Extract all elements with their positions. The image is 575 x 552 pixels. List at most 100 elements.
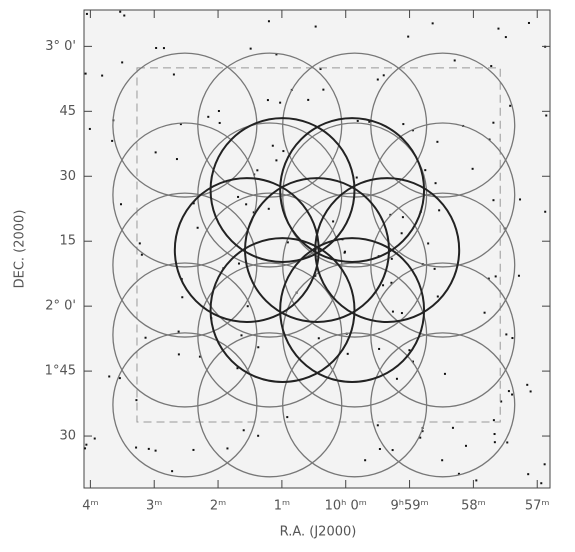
star bbox=[179, 123, 182, 126]
star bbox=[376, 78, 379, 81]
star bbox=[196, 226, 199, 229]
star bbox=[155, 46, 158, 49]
star bbox=[275, 159, 278, 162]
star bbox=[368, 120, 371, 123]
star bbox=[509, 104, 512, 107]
star bbox=[487, 277, 490, 280]
star bbox=[382, 284, 385, 287]
star bbox=[322, 88, 325, 91]
star bbox=[411, 129, 414, 132]
star bbox=[181, 296, 184, 299]
star bbox=[267, 20, 270, 23]
star bbox=[464, 444, 467, 447]
pointing bbox=[279, 117, 426, 263]
star bbox=[390, 281, 393, 284]
star bbox=[119, 203, 122, 206]
star bbox=[240, 334, 243, 337]
star bbox=[436, 140, 439, 143]
star bbox=[543, 463, 546, 466]
star bbox=[490, 65, 493, 68]
pointing bbox=[279, 237, 426, 384]
star bbox=[198, 355, 201, 358]
y-tick-label: 30 bbox=[59, 169, 76, 184]
star bbox=[286, 416, 289, 419]
star bbox=[519, 198, 522, 201]
star bbox=[483, 311, 486, 314]
star bbox=[505, 333, 508, 336]
star bbox=[135, 399, 138, 402]
star bbox=[207, 115, 210, 118]
star bbox=[407, 35, 410, 38]
star bbox=[419, 436, 422, 439]
star bbox=[408, 349, 411, 352]
star bbox=[438, 209, 441, 212]
star bbox=[319, 68, 322, 71]
x-tick-label: 1ᵐ bbox=[274, 499, 290, 514]
pointing bbox=[209, 237, 356, 384]
star bbox=[545, 114, 548, 117]
star bbox=[506, 441, 509, 444]
star bbox=[314, 25, 317, 28]
star bbox=[111, 139, 114, 142]
star bbox=[282, 150, 285, 153]
star bbox=[85, 443, 88, 446]
x-axis-label: R.A. (J2000) bbox=[280, 525, 357, 540]
star bbox=[252, 211, 255, 214]
star bbox=[286, 241, 289, 244]
star bbox=[436, 295, 439, 298]
star bbox=[493, 441, 496, 444]
star bbox=[154, 449, 157, 452]
star bbox=[101, 74, 104, 77]
star bbox=[135, 446, 138, 449]
star bbox=[121, 61, 124, 64]
pointing bbox=[173, 177, 320, 323]
star bbox=[355, 176, 358, 179]
star bbox=[192, 202, 195, 205]
star bbox=[138, 242, 141, 245]
star bbox=[256, 169, 259, 172]
star bbox=[451, 426, 454, 429]
pointing bbox=[112, 52, 258, 198]
star bbox=[434, 182, 437, 185]
star bbox=[192, 448, 195, 451]
y-tick-label: 3° 0' bbox=[45, 39, 76, 54]
star bbox=[424, 169, 427, 172]
star bbox=[245, 203, 248, 206]
star bbox=[500, 400, 503, 403]
star bbox=[492, 419, 495, 422]
star bbox=[391, 310, 394, 313]
star bbox=[507, 390, 510, 393]
star bbox=[492, 121, 495, 124]
star bbox=[391, 449, 394, 452]
star bbox=[154, 151, 157, 154]
star bbox=[267, 207, 270, 210]
star bbox=[257, 346, 260, 349]
star bbox=[494, 275, 497, 278]
star bbox=[144, 336, 147, 339]
star bbox=[317, 337, 320, 340]
star bbox=[332, 220, 335, 223]
star bbox=[443, 372, 446, 375]
star bbox=[343, 250, 346, 253]
star bbox=[108, 375, 111, 378]
star bbox=[511, 393, 514, 396]
star bbox=[378, 347, 381, 350]
star bbox=[147, 447, 150, 450]
star bbox=[140, 253, 143, 256]
star bbox=[275, 53, 278, 56]
star bbox=[378, 448, 381, 451]
star bbox=[119, 10, 122, 13]
star bbox=[279, 101, 282, 104]
star bbox=[217, 110, 220, 113]
star bbox=[356, 119, 359, 122]
star bbox=[527, 21, 530, 24]
star bbox=[453, 59, 456, 62]
star bbox=[172, 73, 175, 76]
pointing bbox=[370, 332, 516, 478]
star bbox=[400, 312, 403, 315]
x-tick-label: 2ᵐ bbox=[210, 499, 226, 514]
y-tick-label: 30 bbox=[59, 429, 76, 444]
star bbox=[84, 447, 87, 450]
star bbox=[257, 434, 260, 437]
